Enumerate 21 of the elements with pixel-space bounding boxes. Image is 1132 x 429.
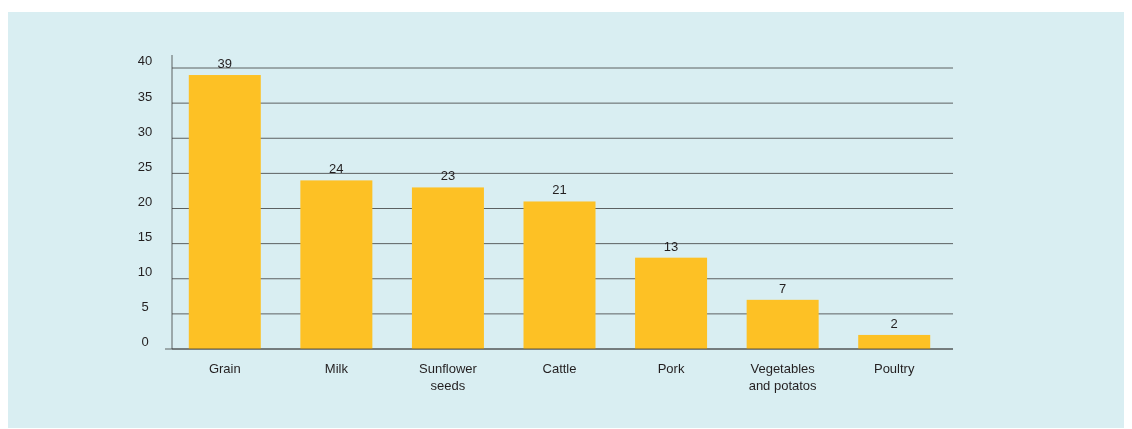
y-tick-label: 10 [137, 264, 153, 280]
data-label: 24 [329, 161, 344, 177]
y-tick-label: 15 [137, 229, 153, 245]
y-tick-label: 5 [141, 299, 149, 315]
y-tick-label: 0 [141, 334, 149, 350]
x-tick-label: Cattle [542, 361, 577, 376]
x-tick-label: Grain [208, 361, 241, 376]
y-tick-label: 35 [137, 88, 153, 104]
x-tick-label: Sunflower seeds [419, 361, 478, 393]
data-label: 39 [217, 56, 233, 72]
y-tick-label: 20 [137, 193, 153, 209]
x-tick-label: Pork [657, 361, 685, 376]
data-label: 21 [552, 182, 567, 198]
data-label: 7 [779, 280, 787, 296]
y-tick-label: 40 [137, 53, 153, 69]
y-tick-label: 25 [137, 158, 153, 174]
y-tick-label: 30 [137, 123, 153, 139]
x-tick-label: Vegetables and potatos [748, 361, 818, 393]
x-tick-label: Milk [324, 361, 349, 376]
data-label: 2 [890, 315, 898, 331]
x-tick-label: Poultry [873, 361, 915, 376]
